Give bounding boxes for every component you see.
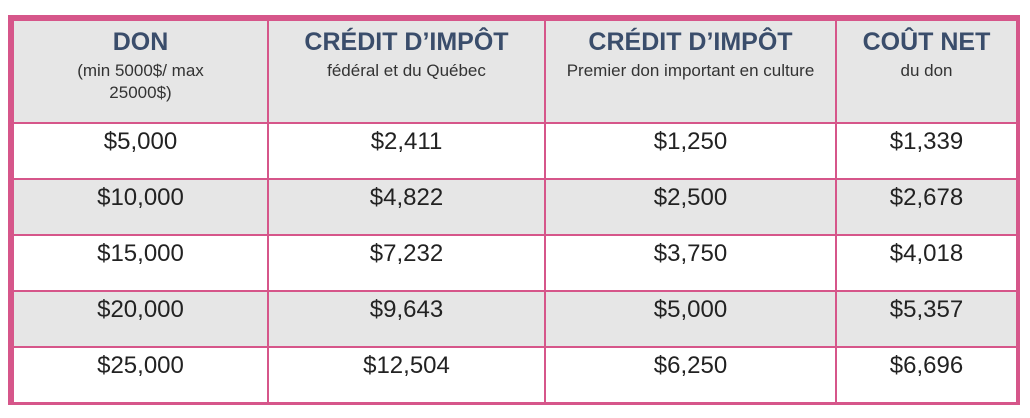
cell-cout-net: $6,696	[835, 346, 1018, 404]
table-row: $10,000 $4,822 $2,500 $2,678	[12, 178, 1018, 236]
header-title: COÛT NET	[862, 28, 991, 56]
cell-credit-federal-quebec: $4,822	[267, 178, 546, 236]
table-header-row: DON (min 5000$/ max 25000$) CRÉDIT D’IMP…	[12, 19, 1018, 124]
header-credit-premier-don: CRÉDIT D’IMPÔT Premier don important en …	[544, 19, 837, 124]
cell-cout-net: $2,678	[835, 178, 1018, 236]
header-subtitle: fédéral et du Québec	[327, 61, 486, 80]
cell-don: $10,000	[12, 178, 269, 236]
cell-credit-federal-quebec: $12,504	[267, 346, 546, 404]
cell-credit-federal-quebec: $9,643	[267, 290, 546, 348]
donation-tax-credit-table: DON (min 5000$/ max 25000$) CRÉDIT D’IMP…	[12, 19, 1018, 404]
table-row: $20,000 $9,643 $5,000 $5,357	[12, 290, 1018, 348]
cell-don: $20,000	[12, 290, 269, 348]
cell-credit-premier-don: $1,250	[544, 122, 837, 180]
header-credit-federal-quebec: CRÉDIT D’IMPÔT fédéral et du Québec	[267, 19, 546, 124]
cell-credit-premier-don: $5,000	[544, 290, 837, 348]
table-row: $25,000 $12,504 $6,250 $6,696	[12, 346, 1018, 404]
header-subtitle: Premier don important en culture	[566, 61, 815, 80]
header-title: DON	[112, 28, 169, 56]
cell-credit-premier-don: $3,750	[544, 234, 837, 292]
cell-cout-net: $1,339	[835, 122, 1018, 180]
header-title: CRÉDIT D’IMPÔT	[304, 28, 509, 56]
cell-don: $25,000	[12, 346, 269, 404]
table-row: $15,000 $7,232 $3,750 $4,018	[12, 234, 1018, 292]
header-don: DON (min 5000$/ max 25000$)	[12, 19, 269, 124]
cell-cout-net: $4,018	[835, 234, 1018, 292]
table-row: $5,000 $2,411 $1,250 $1,339	[12, 122, 1018, 180]
cell-credit-federal-quebec: $7,232	[267, 234, 546, 292]
header-subtitle: du don	[900, 61, 953, 80]
cell-credit-premier-don: $2,500	[544, 178, 837, 236]
header-cout-net: COÛT NET du don	[835, 19, 1018, 124]
cell-credit-federal-quebec: $2,411	[267, 122, 546, 180]
cell-don: $5,000	[12, 122, 269, 180]
cell-cout-net: $5,357	[835, 290, 1018, 348]
header-subtitle: (min 5000$/ max 25000$)	[77, 61, 204, 102]
header-title: CRÉDIT D’IMPÔT	[588, 28, 793, 56]
cell-credit-premier-don: $6,250	[544, 346, 837, 404]
donation-tax-credit-table-frame: DON (min 5000$/ max 25000$) CRÉDIT D’IMP…	[8, 15, 1020, 405]
cell-don: $15,000	[12, 234, 269, 292]
